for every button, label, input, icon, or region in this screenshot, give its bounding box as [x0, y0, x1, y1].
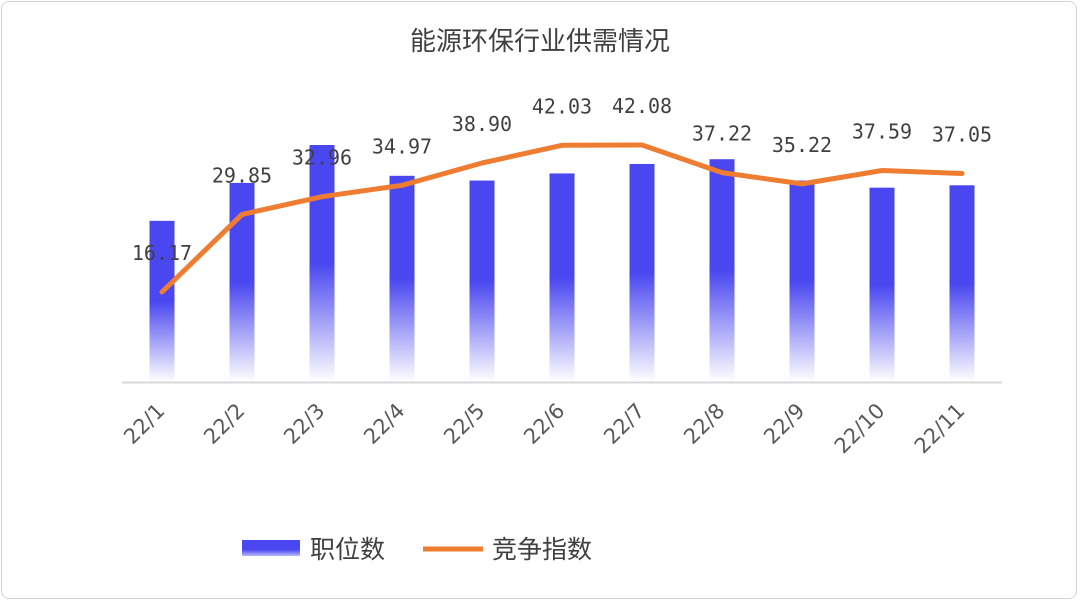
- x-tick-label: 22/6: [519, 399, 569, 449]
- bar: [549, 173, 575, 382]
- bar: [709, 159, 735, 382]
- x-tick-label: 22/1: [119, 399, 169, 449]
- bar: [149, 220, 175, 382]
- x-tick-label: 22/8: [679, 399, 729, 449]
- x-axis-ticks: 22/1 22/2 22/3 22/4 22/5 22/6 22/7 22/8 22/9 22/1…: [119, 399, 969, 459]
- x-tick-label: 22/4: [359, 399, 409, 449]
- x-tick-label: 22/3: [279, 399, 329, 449]
- data-label: 38.90: [452, 112, 512, 136]
- bar: [389, 175, 415, 382]
- x-tick-label: 22/7: [599, 399, 649, 449]
- data-label: 37.05: [932, 123, 992, 147]
- legend: 职位数 竞争指数: [242, 535, 592, 564]
- bar: [949, 185, 975, 382]
- x-tick-label: 22/2: [199, 399, 249, 449]
- legend-bar-swatch: [242, 540, 300, 556]
- data-label: 42.03: [532, 94, 592, 118]
- x-tick-label: 22/11: [910, 399, 970, 459]
- bar: [869, 187, 895, 382]
- data-label: 29.85: [212, 163, 272, 187]
- x-tick-label: 22/5: [439, 399, 489, 449]
- data-label: 32.96: [292, 146, 352, 170]
- data-label: 16.17: [132, 241, 192, 265]
- x-tick-label: 22/10: [830, 399, 890, 459]
- legend-line-label: 竞争指数: [492, 535, 592, 564]
- bar: [789, 180, 815, 382]
- chart-title: 能源环保行业供需情况: [410, 27, 670, 57]
- line-series: [159, 142, 965, 295]
- data-labels: 16.17 29.85 32.96 34.97 38.90 42.03 42.08 37.22…: [132, 94, 992, 265]
- data-label: 35.22: [772, 133, 832, 157]
- bar: [309, 145, 335, 382]
- data-label: 34.97: [372, 134, 432, 158]
- legend-bar-label: 职位数: [310, 535, 385, 564]
- bar: [469, 180, 495, 382]
- data-label: 37.22: [692, 122, 752, 146]
- bar-series: [149, 145, 975, 382]
- data-label: 42.08: [612, 94, 672, 118]
- data-label: 37.59: [852, 119, 912, 143]
- x-tick-label: 22/9: [759, 399, 809, 449]
- bar: [629, 163, 655, 382]
